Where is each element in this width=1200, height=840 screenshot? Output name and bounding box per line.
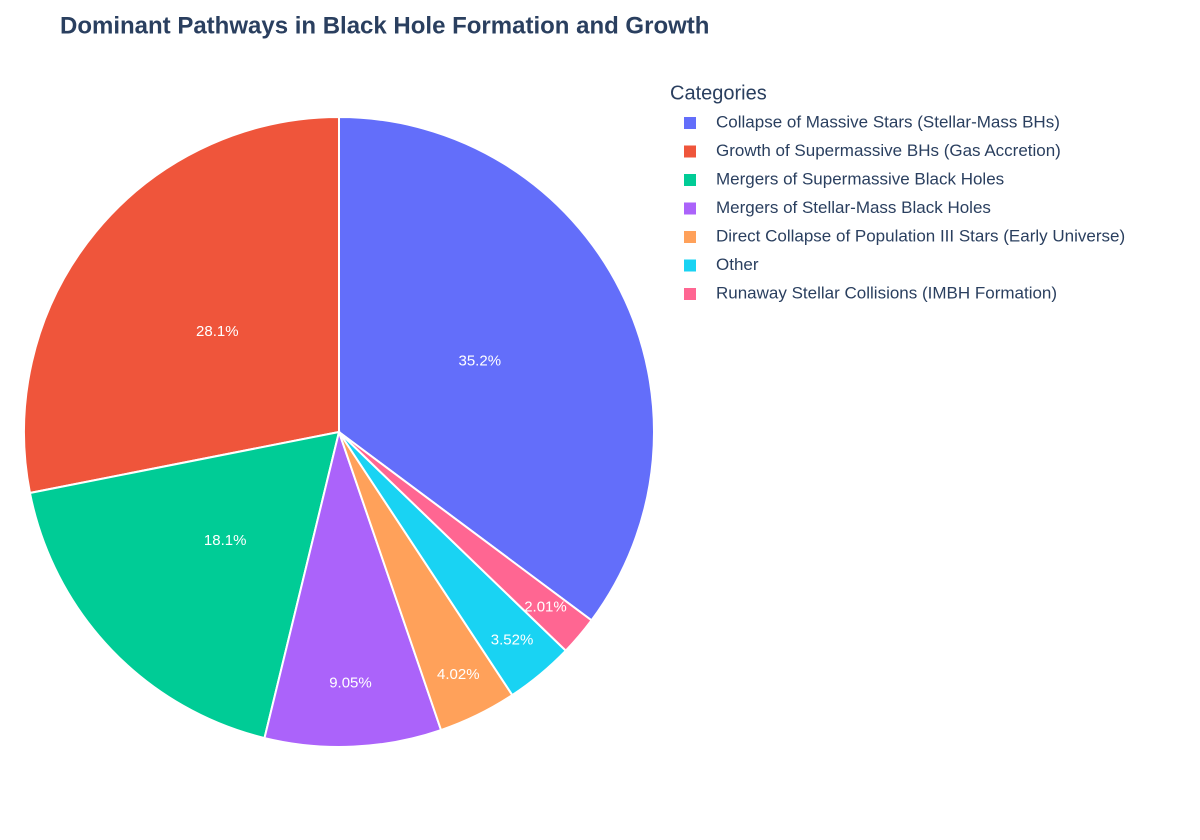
legend-label: Direct Collapse of Population III Stars … (716, 226, 1125, 245)
legend-swatch (684, 117, 696, 129)
pie-slice (28, 430, 341, 740)
slice-label: 9.05% (329, 675, 372, 692)
legend-swatch (684, 174, 696, 186)
legend-title: Categories (670, 82, 767, 104)
legend-swatch (684, 259, 696, 272)
legend-label: Growth of Supermassive BHs (Gas Accretio… (716, 141, 1061, 160)
legend-label: Mergers of Supermassive Black Holes (716, 169, 1004, 188)
legend-label: Collapse of Massive Stars (Stellar-Mass … (716, 112, 1060, 131)
legend-swatch (684, 145, 696, 158)
slice-label: 28.1% (196, 323, 239, 340)
pie-slice (338, 115, 655, 622)
slice-label: 18.1% (204, 532, 247, 549)
slice-label: 2.01% (524, 598, 567, 615)
slice-label: 35.2% (459, 352, 502, 369)
legend-swatch (684, 288, 696, 300)
slice-label: 4.02% (437, 666, 480, 683)
chart-title: Dominant Pathways in Black Hole Formatio… (60, 12, 709, 39)
legend-label: Other (716, 255, 759, 274)
slice-label: 3.52% (491, 631, 534, 648)
legend-swatch (684, 231, 696, 243)
pie-slice (338, 431, 593, 653)
legend-label: Runaway Stellar Collisions (IMBH Formati… (716, 283, 1057, 302)
legend-label: Mergers of Stellar-Mass Black Holes (716, 198, 991, 217)
pie-slice (23, 115, 340, 495)
legend-swatch (684, 202, 696, 215)
pie-slice (263, 428, 443, 748)
